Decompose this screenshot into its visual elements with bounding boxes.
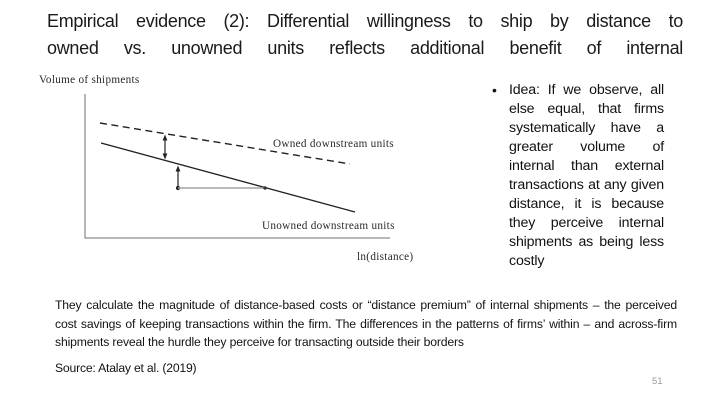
owned-units-dashed-line: [99, 122, 351, 165]
unowned-series-label: Unowned downstream units: [262, 220, 395, 232]
slide-title: Empirical evidence (2): Differential wil…: [47, 8, 683, 62]
slide-title-line-1: Empirical evidence (2): Differential wil…: [47, 11, 683, 31]
volume-drop-arrow-icon: [175, 165, 181, 191]
bullet-list: • Idea: If we observe, all else equal, t…: [492, 81, 664, 271]
footer-paragraph: They calculate the magnitude of distance…: [55, 298, 677, 350]
chart-canvas: Volume of shipments: [39, 74, 413, 263]
slide-title-line-2: owned vs. unowned units reflects additio…: [47, 38, 683, 58]
y-axis-label: Volume of shipments: [39, 74, 140, 86]
page-number: 51: [652, 376, 663, 387]
owned-series-label: Owned downstream units: [273, 138, 394, 150]
source-note: Source: Atalay et al. (2019): [55, 361, 197, 375]
bullet-item-idea: Idea: If we observe, all else equal, tha…: [509, 82, 664, 269]
distance-step-line: [178, 186, 267, 190]
unowned-units-solid-line: [100, 142, 356, 213]
bullet-dot-icon: •: [492, 82, 497, 98]
plot-axes: [84, 94, 390, 239]
volume-gap-arrow-icon: [162, 134, 168, 160]
shipments-distance-chart: Volume of shipments: [32, 66, 432, 292]
x-axis-label: ln(distance): [357, 251, 413, 263]
